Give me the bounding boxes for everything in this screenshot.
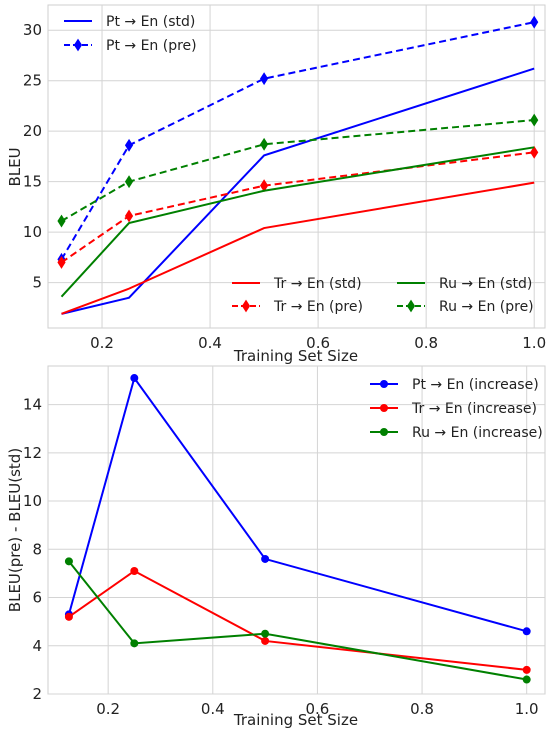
series-pt-en-pre-point: [530, 15, 539, 29]
series-tr-en-increase-point: [261, 636, 270, 645]
series-pt-en-increase-line: [67, 375, 527, 633]
series-ru-en-pre-point: [530, 113, 539, 127]
x-tick-label: 0.8: [414, 334, 438, 352]
series-ru-en-increase-point: [261, 629, 270, 638]
series-ru-en-pre-point: [57, 214, 66, 228]
legend-label: Tr → En (std): [273, 276, 362, 292]
bottom-legend: Pt → En (increase) Tr → En (increase) Ru →…: [370, 377, 543, 441]
series-pt-en-pre-point: [259, 72, 269, 86]
series-tr-en-increase-point: [130, 567, 139, 575]
y-tick-label: 10: [23, 223, 42, 241]
bottom-y-ticks: 2 4 6 8 10 12 14: [23, 396, 42, 703]
top-legend-right: Tr → En (std) Ru → En (std) Tr → En (pre) R…: [232, 276, 534, 315]
series-tr-en-pre-point: [530, 145, 539, 159]
y-tick-label: 2: [32, 685, 42, 703]
top-y-axis-label: BLEU: [6, 147, 24, 186]
x-tick-label: 0.8: [410, 700, 434, 718]
x-tick-label: 0.6: [305, 700, 329, 718]
y-tick-label: 10: [23, 492, 42, 510]
y-tick-label: 5: [32, 274, 42, 292]
y-tick-label: 20: [23, 122, 42, 140]
series-ru-en-pre-point: [124, 175, 134, 189]
legend-marker: [73, 38, 83, 52]
bottom-x-axis-label: Training Set Size: [233, 711, 358, 729]
series-ru-en-pre-line: [61, 119, 535, 222]
series-ru-en-increase-line: [68, 560, 527, 681]
series-ru-en-pre-point: [259, 137, 269, 151]
legend-label: Ru → En (std): [439, 276, 532, 292]
x-tick-label: 0.6: [306, 334, 330, 352]
y-tick-label: 30: [23, 21, 42, 39]
top-y-ticks: 5 10 15 20 25 30: [23, 21, 42, 291]
series-pt-en-increase-point: [261, 554, 270, 563]
x-tick-label: 0.4: [198, 334, 222, 352]
legend-label: Pt → En (std): [106, 14, 195, 30]
series-ru-en-increase-point: [522, 675, 531, 684]
top-grid: [48, 5, 545, 328]
x-tick-label: 0.4: [201, 700, 225, 718]
y-tick-label: 12: [23, 444, 42, 462]
top-series: [57, 15, 539, 315]
series-ru-en-increase-point: [130, 639, 139, 648]
bottom-x-ticks: 0.2 0.4 0.6 0.8 1.0: [96, 700, 538, 718]
top-legend-left: Pt → En (std) Pt → En (pre): [64, 14, 197, 54]
series-tr-en-increase-line: [68, 569, 527, 671]
top-plot-area: [47, 4, 546, 329]
legend-label: Ru → En (increase): [412, 425, 543, 441]
legend-label: Tr → En (pre): [273, 299, 363, 315]
top-chart: 0.2 0.4 0.6 0.8 1.0 5 10 15 20 25 30 Training Set…: [6, 4, 546, 365]
series-tr-en-pre-point: [57, 255, 66, 269]
y-tick-label: 6: [32, 589, 42, 607]
series-tr-en-increase-point: [522, 665, 531, 674]
legend-marker: [380, 428, 388, 436]
series-tr-en-increase-point: [64, 612, 73, 621]
y-tick-label: 8: [32, 540, 42, 558]
x-tick-label: 0.2: [90, 334, 114, 352]
series-pt-en-pre-point: [124, 138, 134, 152]
legend-label: Tr → En (increase): [411, 401, 537, 417]
legend-marker: [406, 299, 416, 313]
y-tick-label: 15: [23, 173, 42, 191]
y-tick-label: 14: [23, 396, 42, 414]
series-ru-en-increase-point: [64, 557, 73, 566]
legend-marker: [380, 404, 388, 412]
y-tick-label: 25: [23, 72, 42, 90]
legend-label: Pt → En (increase): [412, 377, 539, 393]
series-tr-en-std-line: [61, 181, 535, 315]
series-tr-en-pre-point: [124, 209, 134, 223]
series-pt-en-std-line: [61, 67, 535, 315]
bottom-series: [64, 374, 531, 684]
legend-label: Ru → En (pre): [439, 299, 534, 315]
x-tick-label: 0.2: [96, 700, 120, 718]
top-x-ticks: 0.2 0.4 0.6 0.8 1.0: [90, 334, 546, 352]
legend-marker: [380, 380, 388, 388]
bottom-grid: [48, 366, 545, 695]
x-tick-label: 1.0: [522, 334, 546, 352]
bottom-chart: 0.2 0.4 0.6 0.8 1.0 2 4 6 8 10 12 14 Training Set …: [6, 365, 546, 729]
bottom-y-axis-label: BLEU(pre) - BLEU(std): [6, 448, 24, 612]
y-tick-label: 4: [32, 637, 42, 655]
top-x-axis-label: Training Set Size: [233, 347, 358, 365]
x-tick-label: 1.0: [515, 700, 539, 718]
legend-label: Pt → En (pre): [106, 38, 197, 54]
series-pt-en-increase-point: [130, 374, 139, 383]
legend-marker: [241, 299, 251, 313]
series-ru-en-std-line: [60, 146, 535, 298]
series-pt-en-increase-point: [522, 627, 531, 636]
